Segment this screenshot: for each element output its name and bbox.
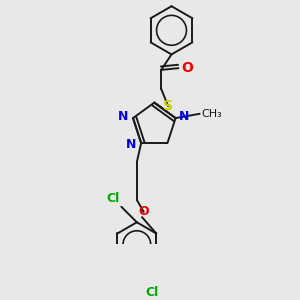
Text: CH₃: CH₃ [201,109,222,119]
Text: N: N [118,110,128,123]
Text: N: N [179,110,189,123]
Text: O: O [138,206,149,218]
Text: Cl: Cl [106,192,120,205]
Text: N: N [126,138,136,151]
Text: O: O [181,61,193,75]
Text: Cl: Cl [146,286,159,299]
Text: S: S [163,99,173,113]
